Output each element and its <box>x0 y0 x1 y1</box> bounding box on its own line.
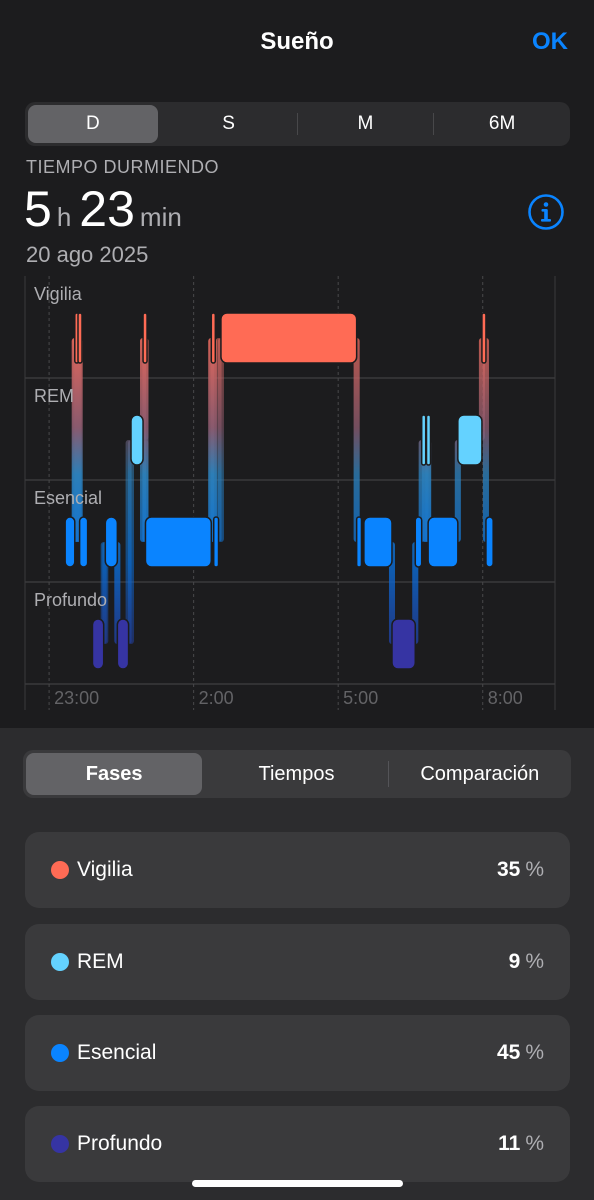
stage-row-percent: 35 <box>496 858 521 881</box>
tab-phases[interactable]: Fases <box>26 753 203 795</box>
minutes-unit: min <box>139 202 182 232</box>
stage-row-unit: % <box>525 1041 544 1064</box>
x-tick-label: 5:00 <box>343 688 378 708</box>
stage-row-percent: 11 <box>498 1132 521 1155</box>
stage-label-rem: REM <box>34 386 74 406</box>
minutes-value: 23 <box>79 181 135 237</box>
chart-stage-bars <box>64 312 494 670</box>
ok-button[interactable]: OK <box>532 28 568 55</box>
chart-transition-lines <box>71 338 489 644</box>
stage-transition-line <box>454 440 461 542</box>
stage-transition-line <box>210 338 217 542</box>
tab-day[interactable]: D <box>28 105 158 143</box>
info-icon[interactable] <box>527 193 565 231</box>
stage-color-dot <box>51 953 69 971</box>
sleep-date: 20 ago 2025 <box>26 242 149 267</box>
stage-transition-line <box>482 338 489 542</box>
stage-color-dot <box>51 1135 69 1153</box>
stage-bar-rem <box>425 414 432 466</box>
time-asleep-label: TIEMPO DURMIENDO <box>26 157 220 177</box>
stage-color-dot <box>51 1044 69 1062</box>
stage-transition-line <box>142 338 149 542</box>
stage-bar-esencial <box>64 516 76 568</box>
stage-bar-rem <box>420 414 427 466</box>
segment-divider <box>296 113 298 135</box>
stage-bar-esencial <box>212 516 220 568</box>
stage-bar-profundo <box>116 618 130 670</box>
stage-label-esencial: Esencial <box>34 488 102 508</box>
stage-bar-rem <box>130 414 144 466</box>
tab-month[interactable]: M <box>357 113 374 134</box>
stage-bar-esencial <box>104 516 119 568</box>
hours-value: 5 <box>24 181 52 237</box>
stage-row-unit: % <box>525 858 544 881</box>
stage-bar-esencial <box>427 516 459 568</box>
tab-comparison[interactable]: Comparación <box>420 762 540 785</box>
hours-unit: h <box>56 202 72 232</box>
stage-transition-line <box>388 542 395 644</box>
tab-times[interactable]: Tiempos <box>258 762 335 785</box>
sleep-stages-chart: Vigilia REM Esencial Profundo 23:00 2:00 5… <box>24 276 556 710</box>
stage-bar-rem <box>457 414 483 466</box>
stage-row-label: Vigilia <box>77 858 133 881</box>
detail-segmented-control: Fases Tiempos Comparación <box>23 750 571 798</box>
stage-row-percent: 45 <box>496 1041 521 1064</box>
stage-transition-line <box>102 542 109 644</box>
x-tick-label: 2:00 <box>199 688 234 708</box>
tab-week[interactable]: S <box>222 113 235 134</box>
stage-bar-vigilia <box>77 312 83 364</box>
page-title: Sueño <box>260 28 334 55</box>
stage-row-label: Profundo <box>77 1132 163 1155</box>
stage-row-unit: % <box>525 1132 544 1155</box>
stage-bar-vigilia <box>481 312 487 364</box>
stage-bar-vigilia <box>142 312 148 364</box>
x-tick-label: 8:00 <box>488 688 523 708</box>
x-tick-label: 23:00 <box>54 688 99 708</box>
stage-bar-profundo <box>91 618 105 670</box>
stage-row-unit: % <box>525 950 544 973</box>
stage-bar-vigilia <box>210 312 217 364</box>
stage-transition-line <box>128 440 134 644</box>
chart-x-axis: 23:00 2:00 5:00 8:00 <box>54 688 523 708</box>
stage-row-rem[interactable]: REM 9 % <box>25 924 570 1000</box>
stage-row-label: REM <box>77 950 124 973</box>
stage-row-profundo[interactable]: Profundo 11 % <box>25 1106 570 1182</box>
stage-color-dot <box>51 861 69 879</box>
stage-transition-line <box>114 542 121 644</box>
stage-row-vigilia[interactable]: Vigilia 35 % <box>25 832 570 908</box>
segment-divider <box>387 761 389 787</box>
stage-transition-line <box>217 338 224 542</box>
stage-bar-vigilia <box>220 312 358 364</box>
stage-bar-esencial <box>355 516 363 568</box>
stage-bar-profundo <box>391 618 417 670</box>
stage-transition-line <box>353 338 360 542</box>
time-asleep-value: 5 h 23 min <box>24 180 190 238</box>
stage-bar-esencial <box>485 516 494 568</box>
stage-bar-esencial <box>144 516 213 568</box>
stage-bar-esencial <box>78 516 89 568</box>
chart-grid <box>24 276 556 710</box>
stage-transition-line <box>76 338 83 542</box>
stage-bar-esencial <box>363 516 393 568</box>
stage-label-vigilia: Vigilia <box>34 284 83 304</box>
home-indicator[interactable] <box>192 1180 403 1187</box>
stage-label-profundo: Profundo <box>34 590 107 610</box>
stage-row-esencial[interactable]: Esencial 45 % <box>25 1015 570 1091</box>
stage-bar-esencial <box>414 516 423 568</box>
stage-row-percent: 9 <box>508 950 521 973</box>
segment-divider <box>433 113 435 135</box>
stage-row-label: Esencial <box>77 1041 157 1064</box>
tab-six-months[interactable]: 6M <box>488 113 516 134</box>
range-segmented-control: D S M 6M <box>25 102 570 146</box>
